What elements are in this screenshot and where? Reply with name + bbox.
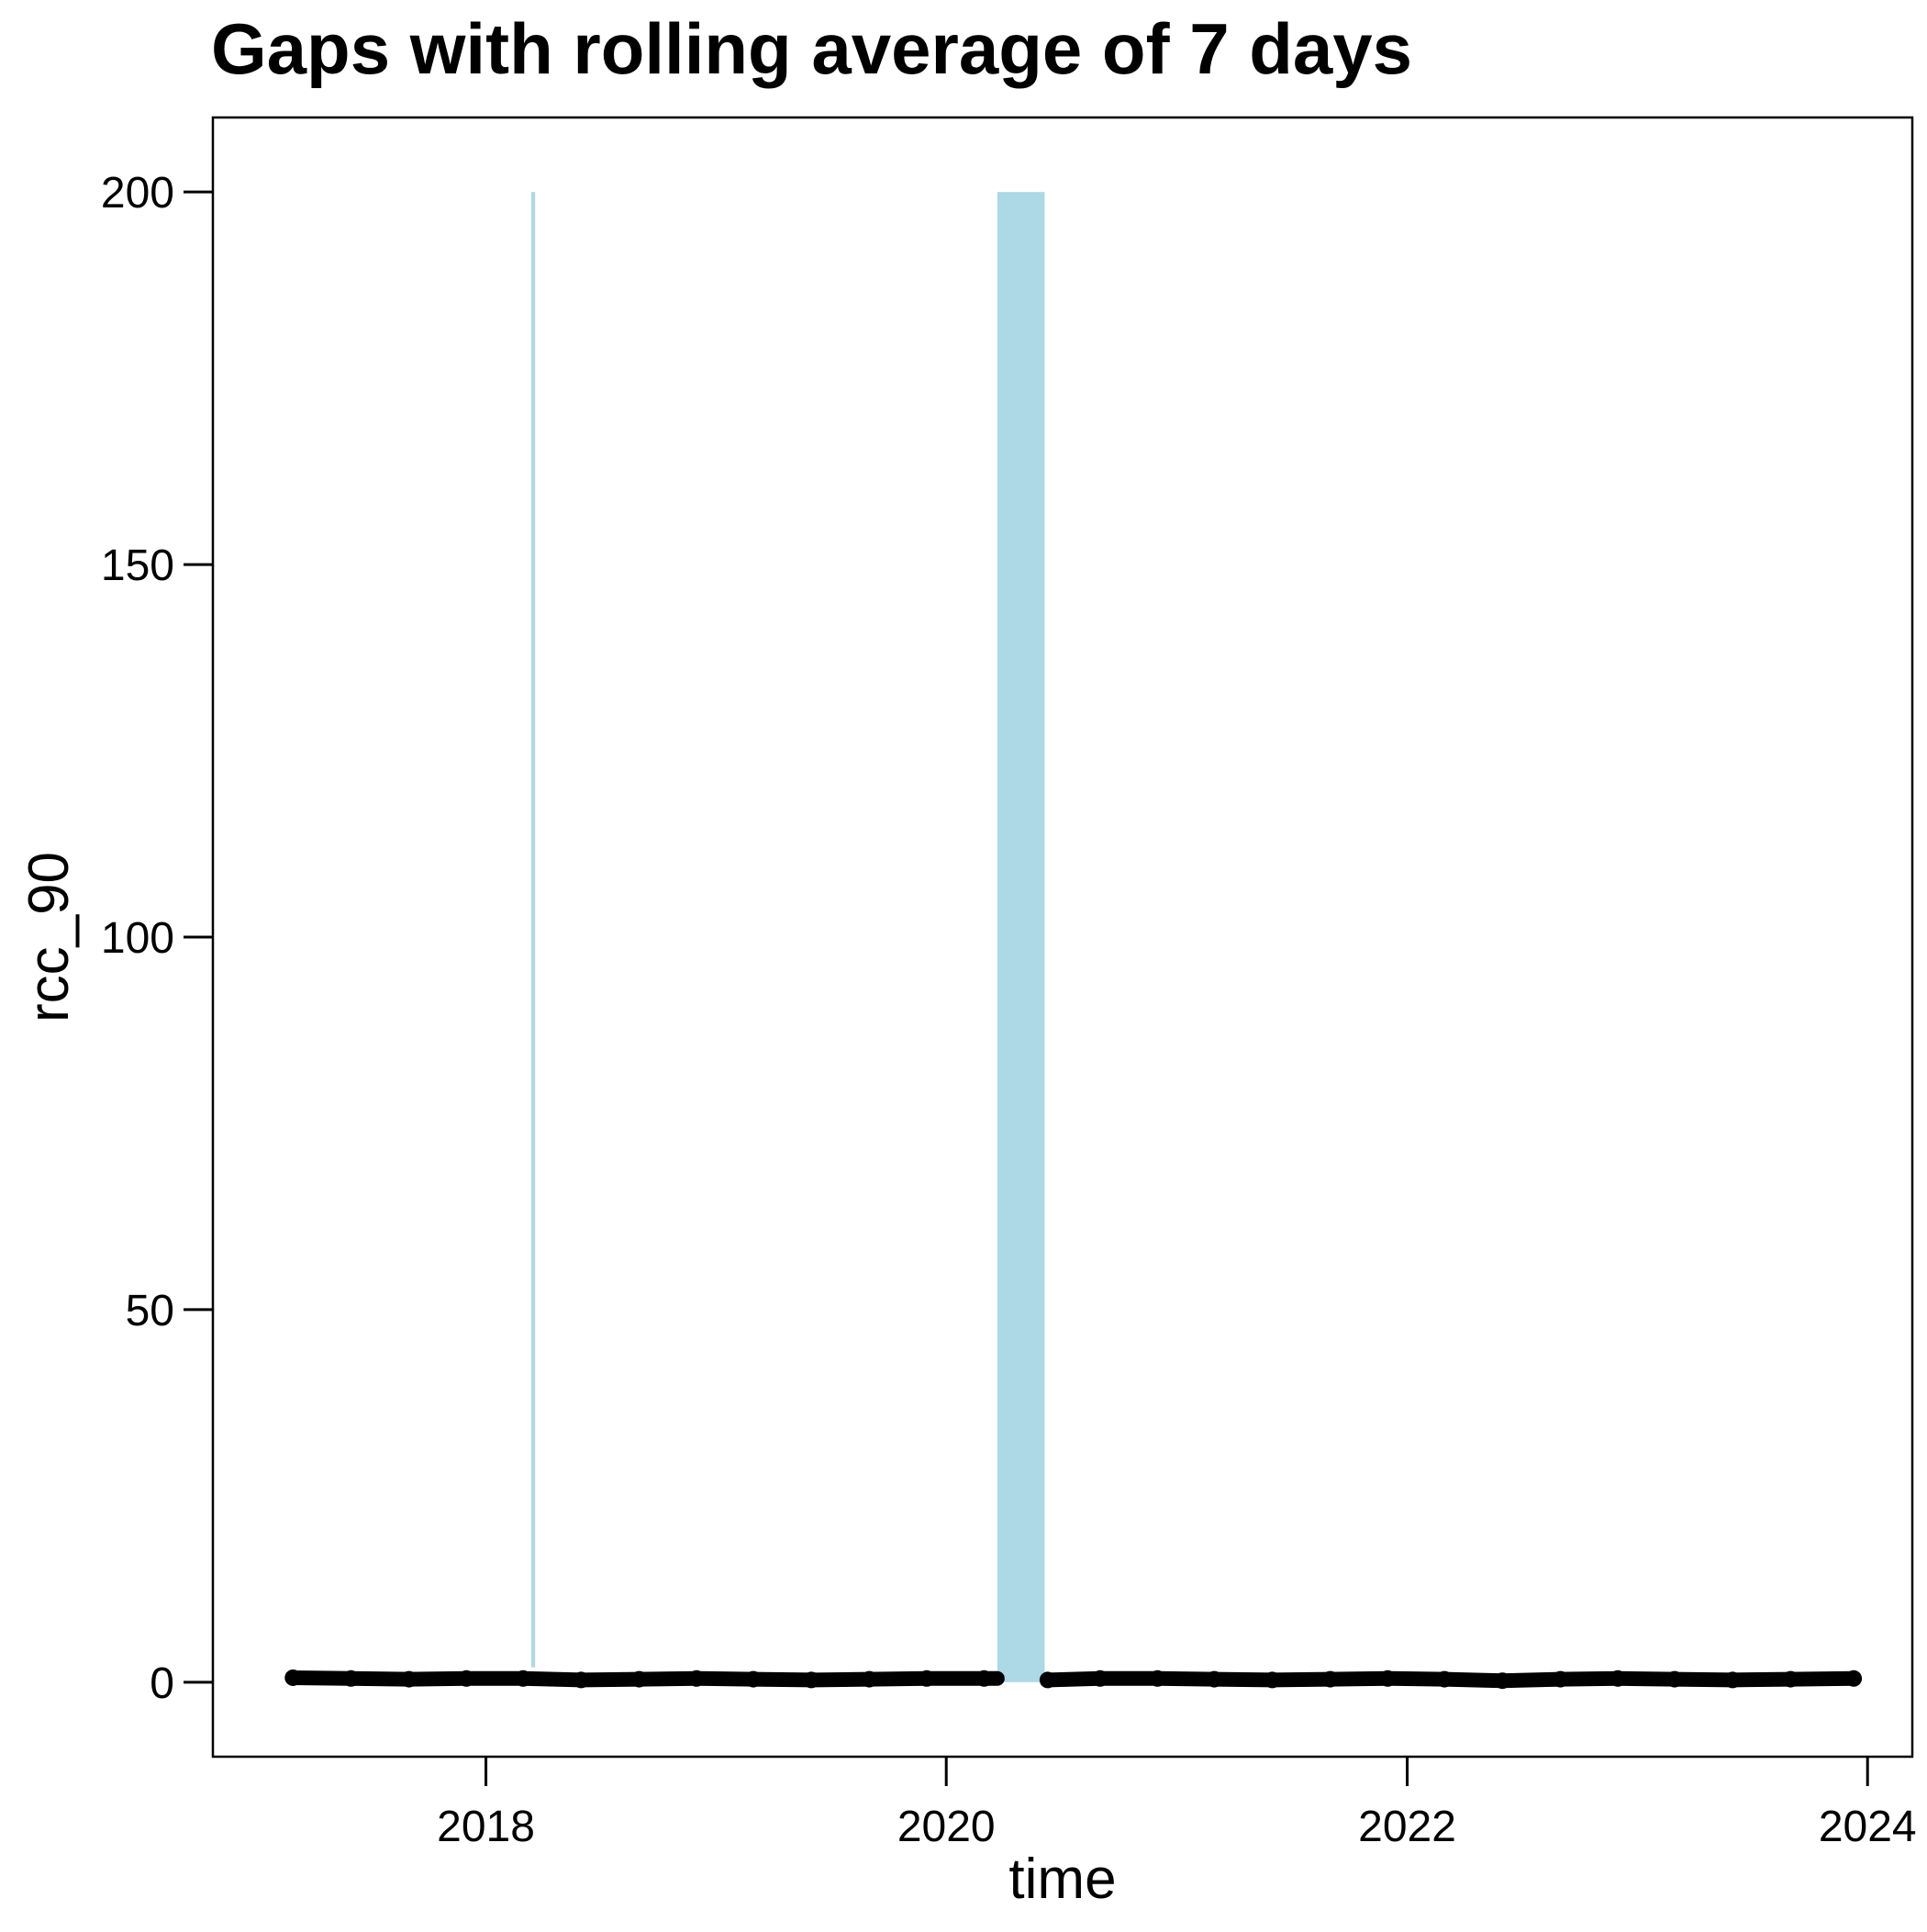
series-segment (285, 1670, 359, 1686)
series-segment (1553, 1670, 1626, 1687)
series-layer (284, 1669, 1863, 1690)
data-point (1321, 1670, 1339, 1688)
series-segment (1725, 1671, 1799, 1688)
data-point (1782, 1670, 1799, 1688)
series-segment (1495, 1671, 1568, 1689)
series-segment (631, 1670, 705, 1687)
series-segment (1437, 1671, 1510, 1689)
series-segment (1783, 1670, 1862, 1687)
series-segment (401, 1670, 474, 1687)
series-segment (1150, 1670, 1222, 1687)
data-point (1665, 1670, 1683, 1688)
gap-bands (531, 192, 1045, 1682)
data-point (744, 1670, 762, 1688)
data-point (1845, 1670, 1863, 1687)
data-point (1039, 1671, 1056, 1689)
data-point (1264, 1671, 1281, 1689)
series-segment (804, 1671, 877, 1688)
data-point (688, 1670, 706, 1687)
y-tick-label: 0 (150, 1659, 174, 1708)
data-point (1149, 1670, 1166, 1687)
series-segment (1207, 1671, 1280, 1688)
series-segment (1666, 1671, 1741, 1688)
plot-frame (211, 116, 1914, 1759)
x-axis-label: time (1008, 1848, 1116, 1911)
series-segment (343, 1670, 417, 1687)
data-point (630, 1670, 648, 1688)
x-tick-label: 2018 (437, 1803, 535, 1851)
data-point (1552, 1670, 1569, 1688)
x-tick-label: 2020 (897, 1803, 996, 1851)
series-segment (862, 1670, 934, 1687)
y-tick-label: 100 (101, 914, 174, 963)
gap-band-2 (997, 192, 1045, 1682)
series-segment (516, 1670, 589, 1688)
y-axis: 0 50 100 150 200 (101, 169, 213, 1708)
chart-title: Gaps with rolling average of 7 days (211, 8, 1412, 89)
data-point (573, 1671, 590, 1689)
y-tick-label: 200 (101, 169, 174, 218)
y-axis-label: rcc_90 (17, 852, 81, 1022)
data-point (458, 1670, 475, 1687)
series-segment (1610, 1670, 1682, 1687)
data-point (918, 1670, 935, 1687)
data-point (1724, 1671, 1742, 1689)
y-tick-label: 150 (101, 542, 174, 590)
data-point (515, 1670, 532, 1687)
data-point (1494, 1672, 1511, 1690)
data-point (1091, 1670, 1108, 1687)
x-axis: 2018 2020 2022 2024 (437, 1757, 1917, 1851)
data-point (1206, 1670, 1223, 1688)
x-tick-label: 2024 (1819, 1803, 1917, 1851)
data-point (400, 1670, 418, 1688)
data-point (803, 1671, 820, 1689)
data-point (861, 1670, 878, 1688)
series-segment (1040, 1670, 1108, 1688)
series-segment (1264, 1671, 1338, 1688)
data-point (284, 1669, 302, 1686)
series-segment (1380, 1670, 1453, 1687)
series-segment (689, 1670, 761, 1687)
data-point (342, 1670, 360, 1687)
data-point (1379, 1670, 1397, 1687)
series-segment (574, 1671, 647, 1688)
gap-band-1 (531, 192, 536, 1668)
x-tick-label: 2022 (1358, 1803, 1456, 1851)
series-segment (745, 1671, 819, 1688)
data-point (1436, 1670, 1454, 1688)
data-point (1610, 1670, 1627, 1687)
y-tick-label: 50 (126, 1287, 174, 1335)
series-segment (1322, 1670, 1396, 1687)
